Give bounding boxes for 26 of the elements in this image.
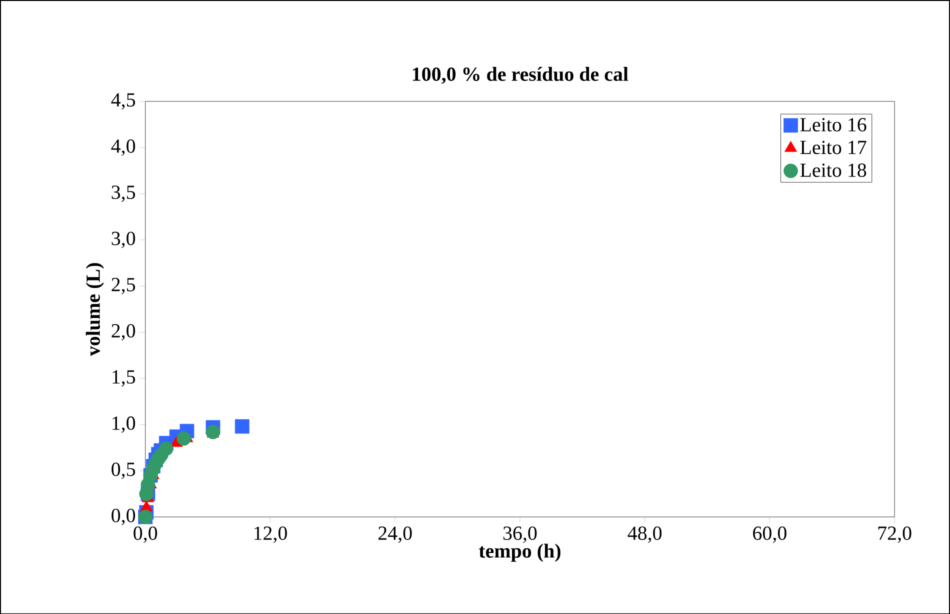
y-tick-label: 0,5: [112, 462, 136, 479]
x-tick-label: 60,0: [753, 526, 786, 543]
point: [234, 419, 250, 434]
y-tick-label: 0,0: [112, 508, 136, 525]
point: [176, 431, 192, 446]
legend-label: Leito 16: [800, 118, 866, 132]
y-tick-label: 3,5: [112, 185, 136, 202]
y-tick-label: 4,0: [111, 139, 136, 156]
x-axis-title: tempo (h): [478, 544, 560, 562]
legend-label: Leito 18: [800, 163, 866, 177]
y-tick-label: 2,0: [112, 324, 136, 340]
y-axis-title: volume (L): [86, 262, 104, 356]
chart-title: 100,0 % de resíduo de cal: [412, 66, 628, 84]
x-tick-label: 36,0: [503, 526, 537, 543]
y-tick-label: 4,5: [111, 93, 136, 110]
x-tick-label: 48,0: [628, 526, 662, 543]
y-tick-label: 3,0: [112, 232, 136, 248]
x-tick-label: 24,0: [378, 526, 412, 543]
y-tick-label: 2,5: [112, 278, 136, 294]
x-tick-label: 12,0: [254, 526, 287, 543]
point: [158, 441, 174, 456]
y-tick-label: 1,0: [112, 416, 136, 433]
x-tick-label: 0,0: [134, 526, 158, 543]
legend-label: Leito 17: [800, 140, 866, 154]
x-tick-label: 72,0: [878, 526, 912, 543]
y-tick-label: 1,5: [112, 370, 136, 386]
